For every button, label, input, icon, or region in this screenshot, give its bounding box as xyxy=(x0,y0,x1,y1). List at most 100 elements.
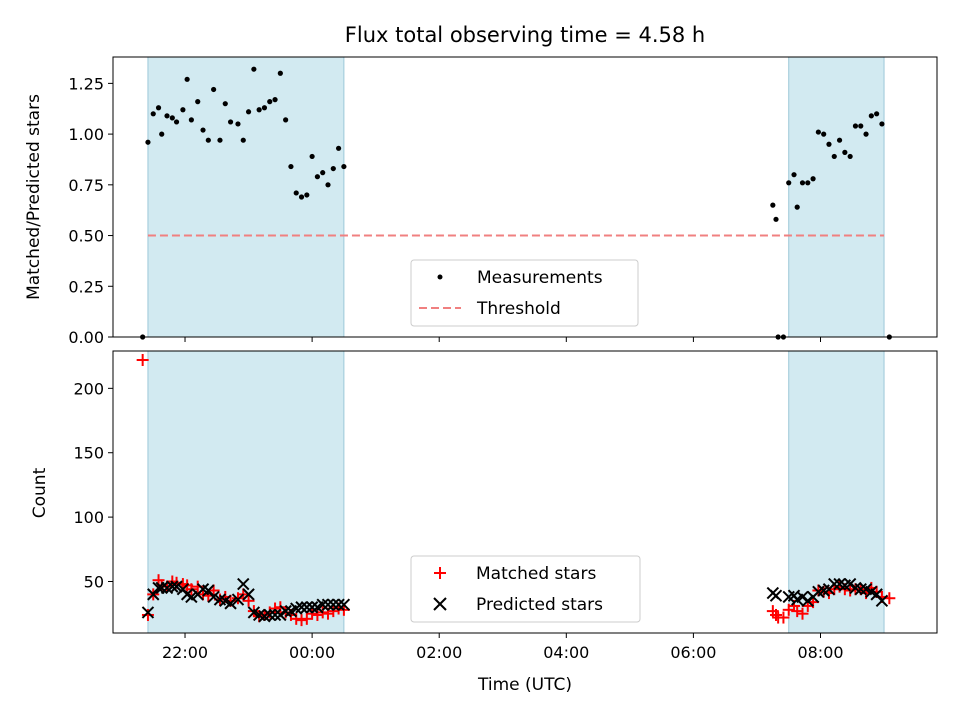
measurement-point xyxy=(155,105,162,111)
predicted-star-point xyxy=(300,601,314,614)
bottom-plot-frame xyxy=(112,350,938,634)
measurement-point xyxy=(184,76,190,82)
predicted-marker-b xyxy=(247,606,261,619)
measurement-point xyxy=(211,86,217,93)
measurement-point xyxy=(195,99,201,105)
x-tick-label: 06:00 xyxy=(670,643,716,662)
matched-star-point xyxy=(136,354,149,367)
predicted-star-point xyxy=(828,577,841,591)
predicted-marker-b xyxy=(263,608,276,622)
top-shaded-intervals xyxy=(147,56,885,338)
predicted-marker-b xyxy=(180,588,194,601)
measurement-points xyxy=(140,66,892,340)
predicted-marker-b xyxy=(321,598,335,611)
predicted-marker-b xyxy=(833,577,846,591)
predicted-marker-b xyxy=(332,598,345,611)
legend-matched-label: Matched stars xyxy=(476,564,596,584)
measurement-point xyxy=(188,117,194,123)
bottom-legend: Matched stars Predicted stars xyxy=(410,555,641,623)
predicted-star-point xyxy=(843,577,857,591)
predicted-marker-b xyxy=(279,604,292,618)
predicted-star-point xyxy=(801,594,814,608)
measurement-point xyxy=(335,145,342,151)
measurement-point xyxy=(235,121,241,127)
measurement-point xyxy=(836,137,843,143)
x-tick-label: 00:00 xyxy=(289,643,335,662)
measurement-point xyxy=(330,165,336,172)
x-tick-label: 04:00 xyxy=(543,643,589,662)
measurement-point xyxy=(256,107,262,113)
predicted-marker-b xyxy=(865,585,878,599)
measurement-point xyxy=(858,123,864,129)
matched-star-point xyxy=(306,607,319,620)
predicted-star-point xyxy=(141,606,155,619)
predicted-star-point xyxy=(166,580,179,593)
measurement-point xyxy=(227,119,234,125)
predicted-marker-b xyxy=(219,594,232,608)
measurement-point xyxy=(874,111,880,117)
predicted-marker-b xyxy=(268,608,282,622)
x-axis-label: Time (UTC) xyxy=(477,675,572,695)
predicted-marker-b xyxy=(300,601,314,614)
x-tick-label: 08:00 xyxy=(797,643,843,662)
predicted-star-point xyxy=(305,601,319,614)
measurement-point xyxy=(293,190,299,196)
predicted-star-point xyxy=(875,594,889,608)
top-plot-frame xyxy=(112,56,938,338)
matched-star-point xyxy=(274,601,287,614)
predicted-star-point xyxy=(207,590,220,604)
legend-measurements-marker xyxy=(437,274,443,280)
measurement-point xyxy=(217,137,223,143)
matched-star-point xyxy=(311,608,324,621)
predicted-marker-b xyxy=(305,601,319,614)
matched-star-point xyxy=(295,614,308,627)
predicted-star-point xyxy=(155,581,168,595)
measurement-point xyxy=(810,176,816,182)
y-tick-label: 0.00 xyxy=(68,328,104,347)
predicted-star-point xyxy=(337,598,351,611)
predicted-star-point xyxy=(237,577,250,591)
y-tick-label: 1.25 xyxy=(68,74,104,93)
measurement-point xyxy=(786,180,792,186)
shaded-interval xyxy=(788,56,885,338)
measurement-point xyxy=(169,115,175,121)
predicted-marker-b xyxy=(252,608,266,622)
y-tick-label: 0.75 xyxy=(68,176,104,195)
matched-star-point xyxy=(269,602,282,615)
measurement-point xyxy=(164,113,170,119)
bottom-legend-box xyxy=(410,555,641,623)
predicted-star-point xyxy=(274,608,287,622)
predicted-marker-b xyxy=(202,584,215,597)
y-tick-label: 200 xyxy=(73,379,104,398)
legend-matched-marker xyxy=(434,567,446,579)
predicted-star-point xyxy=(769,589,783,602)
measurement-point xyxy=(863,131,869,137)
shaded-interval xyxy=(147,56,345,338)
measurement-point xyxy=(320,170,326,176)
measurement-point xyxy=(805,180,811,186)
x-tick-label: 22:00 xyxy=(162,643,208,662)
top-y-axis-ticks: 0.00 0.25 0.50 0.75 1.00 1.25 xyxy=(68,74,113,347)
measurement-point xyxy=(847,153,853,160)
measurement-point xyxy=(145,139,151,145)
predicted-star-point xyxy=(185,590,198,604)
legend-predicted-label: Predicted stars xyxy=(476,595,603,615)
predicted-star-point xyxy=(231,593,245,606)
measurement-point xyxy=(309,153,315,160)
matched-star-point xyxy=(770,608,783,621)
bottom-x-axis-ticks: 22:00 00:00 02:00 04:00 06:00 08:00 xyxy=(162,633,844,662)
measurement-point xyxy=(852,123,859,129)
predicted-star-point xyxy=(242,588,255,601)
predicted-marker-b xyxy=(316,598,329,611)
predicted-stars-points xyxy=(141,577,889,623)
measurement-point xyxy=(842,149,848,155)
top-x-axis-ticks xyxy=(184,337,821,342)
predicted-marker-b xyxy=(849,581,862,595)
predicted-marker-b xyxy=(859,583,873,596)
measurement-point xyxy=(799,180,806,186)
y-tick-label: 50 xyxy=(84,572,104,591)
measurement-point xyxy=(251,66,257,72)
chart-title: Flux total observing time = 4.58 h xyxy=(345,23,705,47)
predicted-marker-b xyxy=(796,590,809,604)
